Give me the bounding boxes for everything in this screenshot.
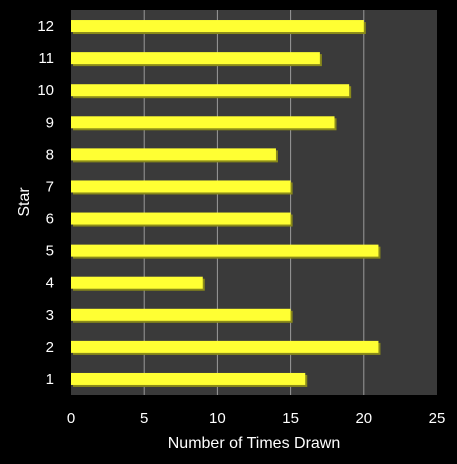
x-tick-labels: 0 5 10 15 20 25 [67,410,446,427]
y-axis-title: Star [16,187,33,217]
x-tick-label-5: 5 [140,410,148,427]
y-tick-label-3: 3 [46,307,54,324]
y-tick-label-7: 7 [46,178,54,195]
y-tick-label-11: 11 [38,50,54,67]
bar-star-6 [71,212,291,225]
bar-star-8 [71,148,276,161]
y-tick-label-1: 1 [46,371,54,388]
y-tick-label-2: 2 [46,339,54,356]
bar-star-3 [71,308,291,321]
bar-star-9 [71,116,335,129]
x-axis-title: Number of Times Drawn [168,435,341,452]
x-tick-label-15: 15 [282,410,299,427]
bar-star-12 [71,20,364,33]
bar-star-5 [71,244,379,257]
y-tick-label-9: 9 [46,114,54,131]
y-tick-label-10: 10 [37,82,54,99]
bar-star-10 [71,84,350,97]
plot-area [71,10,437,395]
bar-star-11 [71,52,320,65]
y-tick-label-4: 4 [46,275,54,292]
bar-star-4 [71,276,203,289]
x-tick-label-0: 0 [67,410,75,427]
x-tick-label-10: 10 [209,410,226,427]
x-tick-label-25: 25 [429,410,446,427]
y-tick-label-5: 5 [46,243,54,260]
y-tick-label-6: 6 [46,211,54,228]
y-tick-label-8: 8 [46,146,54,163]
gridlines [143,10,365,395]
y-tick-label-12: 12 [37,18,54,35]
bars [71,20,381,387]
bar-star-1 [71,372,306,385]
x-tick-label-20: 20 [355,410,372,427]
bar-star-2 [71,340,379,353]
bar-star-7 [71,180,291,193]
